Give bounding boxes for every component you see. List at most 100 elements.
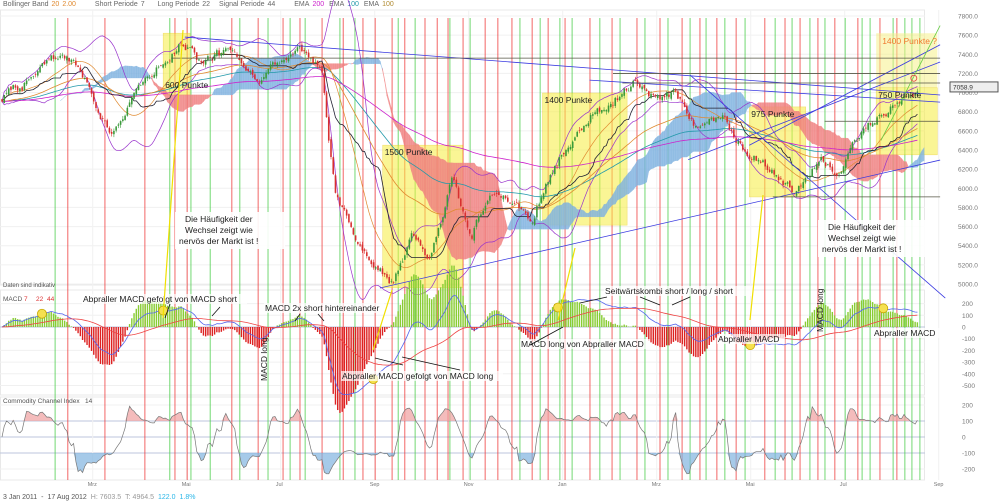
macd-histogram-bar: [236, 327, 238, 333]
candle-body: [359, 244, 361, 246]
macd-histogram-bar: [495, 310, 498, 327]
ichimoku-cloud-segment: [299, 55, 303, 80]
macd-histogram-bar: [695, 327, 697, 358]
candle-body: [498, 192, 500, 196]
macd-histogram-bar: [37, 315, 39, 327]
candle-body: [905, 95, 907, 97]
macd-histogram-bar: [153, 302, 155, 327]
macd-histogram-bar: [800, 327, 802, 329]
candle-body: [21, 87, 23, 91]
candle-body: [415, 235, 417, 240]
macd-histogram-bar: [542, 323, 545, 327]
price-tick-label: 5200.0: [958, 262, 978, 269]
price-tick-label: 6200.0: [958, 167, 978, 174]
candle-body: [648, 91, 650, 97]
ichimoku-cloud-segment: [818, 125, 822, 148]
candle-body: [527, 212, 529, 219]
macd-histogram-bar: [140, 303, 142, 327]
candle-body: [113, 130, 115, 135]
candle-body: [12, 85, 14, 90]
macd-histogram-bar: [681, 327, 684, 345]
cci-tick-label: -200: [962, 467, 975, 474]
macd-histogram-bar: [431, 299, 433, 327]
ichimoku-cloud-segment: [568, 202, 571, 230]
candle-body: [585, 125, 587, 126]
candle-body: [66, 56, 68, 61]
candle-body: [806, 176, 809, 177]
legend-bollinger: Bollinger Band: [3, 1, 49, 8]
candle-body: [502, 195, 505, 200]
macd-histogram-bar: [397, 311, 399, 327]
candle-body: [401, 261, 404, 263]
macd-histogram-bar: [451, 265, 453, 327]
candle-body: [755, 155, 758, 161]
macd-histogram-bar: [63, 320, 66, 327]
candle-body: [410, 233, 413, 241]
macd-histogram-bar: [108, 327, 111, 365]
box-label: 975 Punkte: [751, 109, 794, 119]
candle-body: [708, 118, 711, 125]
candle-body: [500, 196, 502, 198]
candle-body: [562, 153, 565, 155]
ichimoku-cloud-segment: [677, 112, 681, 162]
macd-histogram-bar: [652, 327, 654, 344]
candle-body: [907, 95, 910, 97]
annotation-arrow: [317, 313, 325, 322]
macd-histogram-bar: [229, 327, 231, 329]
ichimoku-cloud-segment: [106, 72, 110, 81]
candle-body: [439, 224, 442, 228]
candle-body: [560, 154, 563, 157]
ichimoku-cloud-segment: [230, 77, 233, 96]
macd-histogram-bar: [408, 281, 411, 327]
candle-body: [464, 212, 467, 220]
ichimoku-cloud-segment: [433, 155, 437, 213]
macd-histogram-bar: [903, 315, 905, 327]
candle-body: [540, 197, 543, 203]
candle-body: [677, 91, 679, 99]
macd-histogram-bar: [583, 304, 585, 327]
price-tick-label: 6000.0: [958, 186, 978, 193]
ichimoku-cloud-segment: [140, 66, 144, 79]
macd-histogram-bar: [607, 321, 610, 327]
candle-body: [699, 126, 702, 129]
macd-histogram-bar: [218, 327, 220, 333]
ichimoku-cloud-segment: [104, 74, 108, 82]
macd-histogram-bar: [795, 327, 798, 335]
candle-body: [614, 97, 617, 106]
candle-body: [462, 207, 464, 212]
macd-histogram-bar: [585, 306, 587, 327]
macd-histogram-bar: [43, 312, 46, 327]
candle-body: [25, 80, 28, 85]
ichimoku-cloud-segment: [670, 119, 674, 165]
ichimoku-cloud-segment: [811, 122, 815, 145]
candle-body: [175, 51, 178, 54]
macd-histogram-bar: [66, 321, 68, 327]
ichimoku-cloud-segment: [635, 159, 638, 188]
candle-body: [305, 52, 308, 53]
macd-histogram-bar: [780, 327, 782, 338]
candle-body: [789, 180, 791, 188]
macd-param: 22: [36, 296, 44, 303]
range-high: H: 7603.5: [90, 494, 122, 501]
candle-body: [737, 140, 740, 144]
candle-body: [392, 281, 395, 283]
ichimoku-cloud-segment: [346, 63, 350, 66]
candle-body: [437, 228, 440, 236]
ichimoku-cloud-segment: [695, 95, 699, 152]
ichimoku-cloud-segment: [894, 154, 898, 172]
candle-body: [77, 65, 79, 68]
ichimoku-cloud-segment: [388, 100, 392, 113]
macd-histogram-bar: [406, 288, 408, 327]
macd-histogram-bar: [164, 304, 167, 327]
macd-histogram-bar: [869, 300, 872, 327]
macd-histogram-bar: [410, 276, 413, 327]
macd-histogram-bar: [180, 306, 182, 327]
macd-histogram-bar: [55, 315, 57, 327]
candle-body: [68, 57, 70, 62]
cci-oversold-fill: [2, 453, 918, 474]
chart-legend-header: Bollinger Band 20 2.00 Short Periode 7 Long…: [3, 1, 397, 8]
ichimoku-cloud-segment: [644, 154, 647, 185]
ichimoku-cloud-segment: [189, 94, 193, 108]
candle-body: [663, 95, 666, 98]
